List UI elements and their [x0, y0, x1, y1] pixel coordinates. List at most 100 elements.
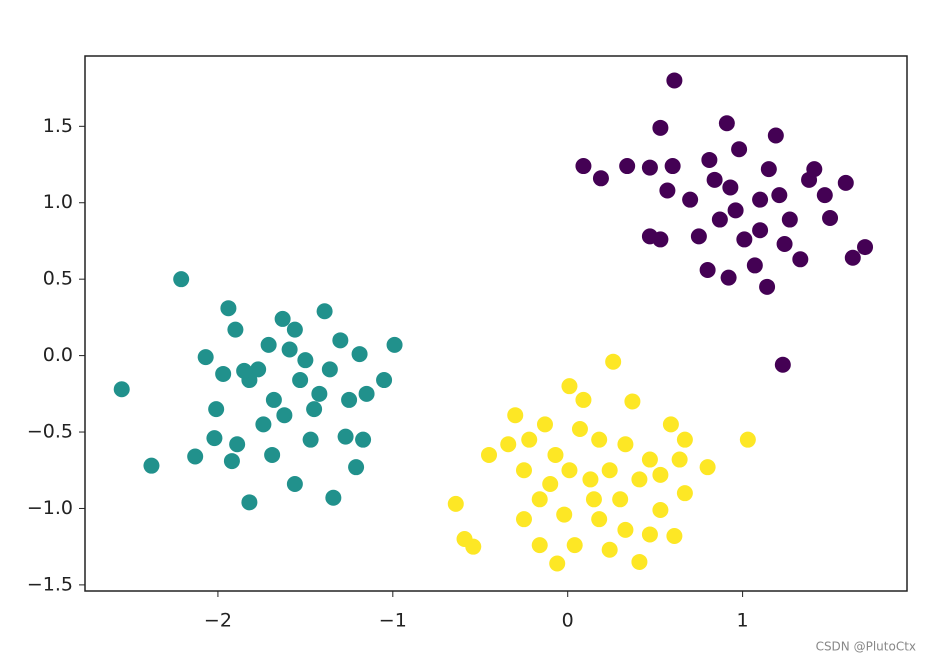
- y-tick-label: 0.0: [43, 344, 73, 366]
- point: [676, 485, 693, 502]
- point: [348, 459, 365, 476]
- point: [837, 174, 854, 191]
- point: [711, 211, 728, 228]
- point: [376, 372, 393, 389]
- point: [143, 457, 160, 474]
- point: [592, 170, 609, 187]
- point: [722, 179, 739, 196]
- point: [321, 361, 338, 378]
- point: [575, 391, 592, 408]
- point: [857, 239, 874, 256]
- point: [281, 341, 298, 358]
- point: [255, 416, 272, 433]
- point: [302, 431, 319, 448]
- point: [575, 158, 592, 175]
- point: [844, 249, 861, 266]
- point: [274, 310, 291, 327]
- point: [718, 115, 735, 132]
- point: [286, 476, 303, 492]
- point: [771, 187, 788, 204]
- point: [652, 501, 669, 518]
- point: [760, 161, 777, 178]
- point: [571, 420, 588, 437]
- point: [664, 158, 681, 175]
- point: [351, 346, 368, 363]
- point: [617, 521, 634, 538]
- point: [641, 159, 658, 176]
- point: [332, 332, 349, 349]
- point: [316, 303, 333, 320]
- point: [652, 231, 669, 248]
- point: [806, 161, 823, 178]
- point: [500, 436, 517, 453]
- point: [736, 231, 753, 248]
- point: [774, 356, 791, 373]
- point: [631, 471, 648, 488]
- x-tick-label: 1: [737, 610, 749, 632]
- point: [631, 553, 648, 570]
- point: [816, 187, 833, 204]
- point: [229, 436, 246, 453]
- point: [536, 416, 553, 433]
- point: [236, 362, 253, 379]
- point: [682, 191, 699, 208]
- point: [822, 210, 839, 227]
- point: [447, 495, 464, 512]
- point: [781, 211, 798, 228]
- point: [260, 336, 277, 353]
- point: [591, 511, 608, 528]
- point: [227, 321, 244, 338]
- point: [241, 494, 258, 511]
- point: [311, 385, 328, 402]
- point: [481, 446, 498, 463]
- point: [585, 491, 602, 508]
- point: [286, 321, 303, 338]
- y-tick-label: −0.5: [27, 421, 73, 443]
- point: [759, 278, 776, 295]
- point: [531, 537, 548, 554]
- point: [699, 262, 716, 278]
- point: [591, 431, 608, 448]
- point: [531, 491, 548, 508]
- point: [250, 361, 267, 378]
- point: [727, 202, 744, 219]
- point: [276, 407, 293, 424]
- point: [699, 459, 716, 476]
- point: [215, 365, 232, 382]
- point: [220, 300, 237, 317]
- point: [676, 431, 693, 448]
- point: [566, 537, 583, 554]
- x-tick-label: −1: [379, 610, 407, 632]
- x-tick-label: 0: [562, 610, 574, 632]
- point: [662, 416, 679, 433]
- point: [341, 391, 358, 408]
- point: [776, 236, 793, 253]
- point: [549, 555, 566, 572]
- point: [671, 451, 688, 468]
- point: [355, 431, 372, 448]
- y-tick-label: 0.5: [43, 268, 73, 290]
- point: [690, 228, 707, 245]
- point: [752, 191, 769, 208]
- point: [752, 222, 769, 239]
- point: [542, 476, 559, 492]
- point: [386, 336, 403, 353]
- point: [582, 471, 599, 488]
- point: [624, 393, 641, 410]
- y-tick-label: −1.0: [27, 497, 73, 519]
- point: [617, 436, 634, 453]
- point: [561, 462, 578, 479]
- point: [746, 257, 763, 274]
- point: [601, 462, 618, 479]
- point: [641, 526, 658, 543]
- point: [706, 171, 723, 188]
- point: [265, 391, 282, 408]
- watermark: CSDN @PlutoCtx: [816, 640, 916, 654]
- point: [652, 466, 669, 483]
- point: [325, 489, 342, 506]
- point: [507, 407, 524, 424]
- plot-frame: [84, 55, 908, 592]
- y-tick-label: −1.5: [27, 573, 73, 595]
- point: [619, 158, 636, 175]
